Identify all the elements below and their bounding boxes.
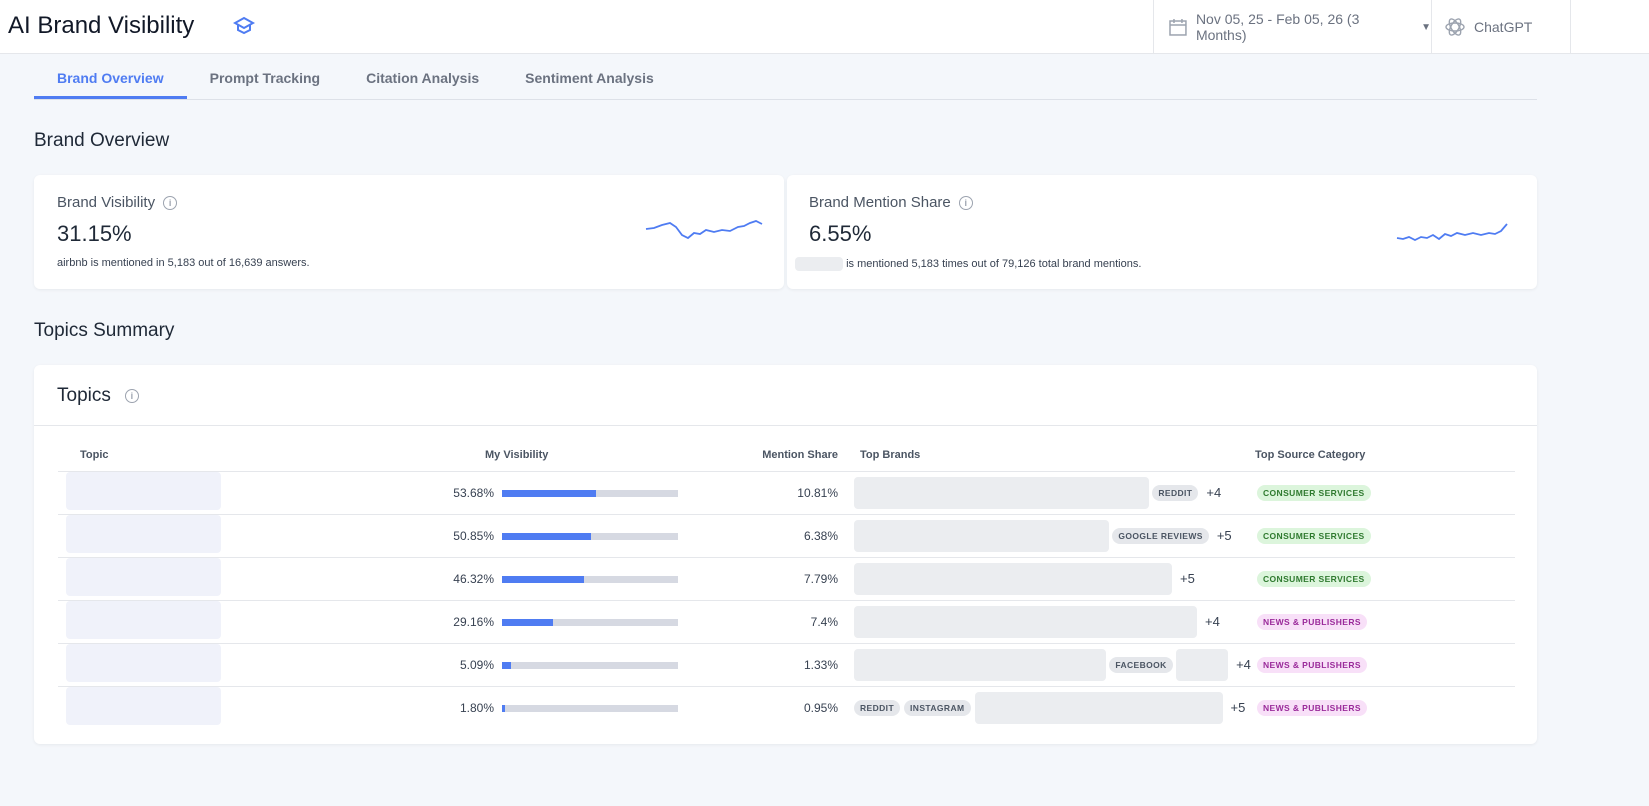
visibility-value: 50.85% <box>453 528 494 543</box>
visibility-value: 29.16% <box>453 614 494 629</box>
column-header[interactable]: Top Brands <box>838 440 1255 472</box>
metric-value: 6.55% <box>809 221 872 246</box>
chevron-down-icon: ▼ <box>1421 21 1431 33</box>
more-brands-count[interactable]: +4 <box>1205 614 1220 629</box>
redacted-topic <box>66 472 221 510</box>
table-row[interactable]: 5.09% 1.33% FACEBOOK +4 NEWS & PUBLISHER… <box>58 643 1515 687</box>
redacted-brands <box>854 648 1106 681</box>
mention-share-value: 6.38% <box>678 514 838 558</box>
category-badge: CONSUMER SERVICES <box>1257 570 1371 587</box>
visibility-bar <box>502 705 678 713</box>
column-header[interactable]: Topic <box>58 440 438 472</box>
table-row[interactable]: 46.32% 7.79% +5 CONSUMER SERVICES <box>58 557 1515 601</box>
mention-share-value: 10.81% <box>678 471 838 515</box>
visibility-value: 5.09% <box>459 657 494 672</box>
visibility-sparkline <box>645 220 763 240</box>
visibility-value: 53.68% <box>453 485 494 500</box>
redacted-topic <box>66 644 221 682</box>
redacted-brands <box>854 562 1172 595</box>
model-selector[interactable]: ChatGPT <box>1431 0 1571 54</box>
redacted-brands <box>974 691 1223 724</box>
metric-value: 31.15% <box>57 221 132 246</box>
more-brands-count[interactable]: +4 <box>1206 485 1222 500</box>
redacted-topic <box>66 515 221 553</box>
graduation-cap-icon[interactable] <box>233 16 255 36</box>
date-range-label: Nov 05, 25 - Feb 05, 26 (3 Months) <box>1195 11 1360 43</box>
table-row[interactable]: 53.68% 10.81% REDDIT +4 CONSUMER SERVICES <box>58 471 1515 515</box>
column-header[interactable]: My Visibility <box>438 440 678 472</box>
card-title: Topics <box>57 385 111 406</box>
column-header[interactable]: Top Source Category <box>1255 440 1515 472</box>
redacted-brands <box>1176 648 1229 681</box>
chatgpt-icon <box>1445 18 1465 36</box>
tab-brand-overview[interactable]: Brand Overview <box>34 60 187 99</box>
tab-sentiment-analysis[interactable]: Sentiment Analysis <box>525 70 654 86</box>
source-chip: REDDIT <box>854 699 901 716</box>
visibility-bar <box>502 532 678 540</box>
page-title: AI Brand Visibility <box>8 12 195 39</box>
source-chip: GOOGLE REVIEWS <box>1112 527 1209 544</box>
redacted-topic <box>66 601 221 639</box>
metric-subtext: airbnb is mentioned in 5,183 out of 16,6… <box>57 257 310 269</box>
source-chip: FACEBOOK <box>1109 656 1173 673</box>
category-badge: CONSUMER SERVICES <box>1257 527 1371 544</box>
brand-visibility-card: Brand Visibility i 31.15% airbnb is menti… <box>34 175 784 289</box>
mention-share-value: 7.4% <box>678 600 838 644</box>
tab-citation-analysis[interactable]: Citation Analysis <box>366 70 480 86</box>
metric-label: Brand Mention Share <box>809 194 951 211</box>
source-chip: REDDIT <box>1152 484 1199 501</box>
category-badge: CONSUMER SERVICES <box>1257 484 1371 501</box>
redacted-brands <box>854 476 1149 509</box>
date-range-picker[interactable]: Nov 05, 25 - Feb 05, 26 (3 Months) ▼ <box>1153 0 1431 54</box>
metric-label: Brand Visibility <box>57 194 156 211</box>
table-row[interactable]: 29.16% 7.4% +4 NEWS & PUBLISHERS <box>58 600 1515 644</box>
redacted-brands <box>854 605 1197 638</box>
visibility-bar <box>502 661 678 669</box>
metric-subtext: is mentioned 5,183 times out of 79,126 t… <box>846 257 1142 270</box>
redacted-brand <box>795 257 843 271</box>
app-header: AI Brand Visibility Nov 05, 25 - Feb 05,… <box>0 0 1649 54</box>
section-heading: Brand Overview <box>34 130 170 151</box>
tab-prompt-tracking[interactable]: Prompt Tracking <box>209 70 321 86</box>
visibility-value: 46.32% <box>453 571 494 586</box>
category-badge: NEWS & PUBLISHERS <box>1257 656 1367 673</box>
tab-bar: Brand Overview Prompt Tracking Citation … <box>34 60 1537 100</box>
visibility-value: 1.80% <box>459 700 494 715</box>
info-icon[interactable]: i <box>163 195 178 210</box>
category-badge: NEWS & PUBLISHERS <box>1257 699 1367 716</box>
topics-table: Topic My Visibility Mention Share Top Br… <box>58 440 1515 729</box>
mention-share-value: 1.33% <box>678 643 838 687</box>
mention-share-value: 0.95% <box>803 700 838 715</box>
more-brands-count[interactable]: +5 <box>1230 700 1246 716</box>
visibility-bar <box>502 489 678 497</box>
table-row[interactable]: 1.80% 0.95% REDDIT INSTAGRAM +5 NEWS & PUB… <box>58 686 1515 729</box>
info-icon[interactable]: i <box>958 195 973 210</box>
mention-share-value: 7.79% <box>678 557 838 601</box>
brand-mention-share-card: Brand Mention Share i 6.55% is mentioned … <box>787 175 1537 289</box>
visibility-bar <box>502 575 678 583</box>
redacted-topic <box>66 687 221 726</box>
calendar-icon <box>1169 19 1187 36</box>
table-row[interactable]: 50.85% 6.38% GOOGLE REVIEWS +5 CONSUMER S… <box>58 514 1515 558</box>
visibility-bar <box>502 618 678 626</box>
source-chip: INSTAGRAM <box>904 699 971 716</box>
category-badge: NEWS & PUBLISHERS <box>1257 613 1367 630</box>
column-header[interactable]: Mention Share <box>678 440 838 472</box>
info-icon[interactable]: i <box>124 389 139 403</box>
section-heading: Topics Summary <box>34 320 175 341</box>
more-brands-count[interactable]: +5 <box>1180 571 1195 586</box>
more-brands-count[interactable]: +5 <box>1216 528 1232 543</box>
more-brands-count[interactable]: +4 <box>1236 657 1251 672</box>
model-label: ChatGPT <box>1474 19 1533 35</box>
redacted-brands <box>854 519 1109 552</box>
mention-share-sparkline <box>1396 223 1508 242</box>
redacted-topic <box>66 558 221 596</box>
